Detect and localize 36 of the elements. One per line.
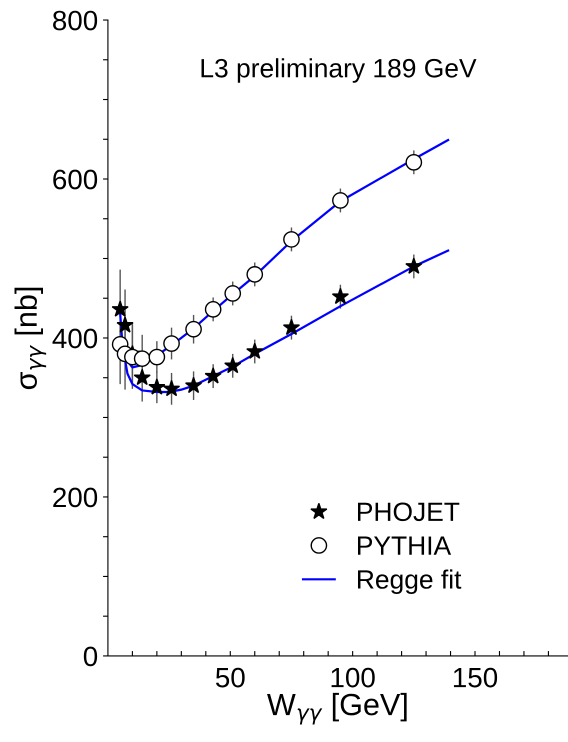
point <box>332 192 349 209</box>
legend-label: Regge fit <box>358 569 462 594</box>
point <box>112 300 129 317</box>
x-axis-title: W$_{γγ}$ [GeV] <box>267 692 407 725</box>
y-axis-title: σ$_{γγ}$ [nb] <box>14 288 46 390</box>
y-tick-label: 400 <box>52 328 98 348</box>
point <box>204 301 222 318</box>
legend-label: PYTHIA <box>358 536 452 555</box>
point <box>283 231 300 248</box>
point <box>185 320 202 338</box>
point <box>134 368 151 386</box>
point <box>148 378 166 395</box>
x-tick-label: 150 <box>454 668 498 688</box>
point <box>148 348 166 366</box>
text: L3 preliminary 189 GeV <box>202 58 476 83</box>
point <box>405 257 422 274</box>
y-tick-label: 800 <box>53 10 98 30</box>
y-tick-label: 200 <box>53 488 98 508</box>
point <box>134 350 151 367</box>
point <box>246 342 264 359</box>
legend-label: PHOJET <box>358 502 460 522</box>
point <box>163 335 180 352</box>
x-tick-label: 50 <box>216 668 245 688</box>
point <box>224 285 242 302</box>
point <box>116 316 134 333</box>
point <box>204 367 222 384</box>
y-tick-label: 600 <box>53 170 98 190</box>
point <box>224 356 242 374</box>
point <box>162 380 180 396</box>
point <box>282 318 300 336</box>
y-tick-label: 0 <box>84 646 98 666</box>
point <box>246 266 264 283</box>
point <box>405 154 422 171</box>
point <box>332 288 350 304</box>
x-tick-label: 100 <box>332 668 375 688</box>
point <box>184 376 202 394</box>
